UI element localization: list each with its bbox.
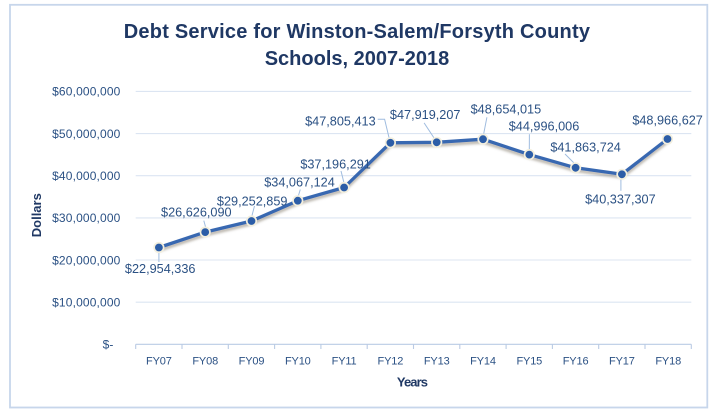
- svg-text:$50,000,000: $50,000,000: [52, 127, 121, 141]
- svg-text:$29,252,859: $29,252,859: [217, 194, 288, 208]
- svg-text:FY13: FY13: [424, 356, 450, 368]
- svg-text:FY10: FY10: [285, 356, 311, 368]
- svg-text:$41,863,724: $41,863,724: [550, 140, 621, 154]
- svg-text:$48,654,015: $48,654,015: [471, 102, 542, 116]
- svg-text:FY11: FY11: [332, 356, 357, 368]
- svg-text:$34,067,124: $34,067,124: [264, 176, 335, 190]
- svg-text:FY14: FY14: [470, 356, 496, 368]
- svg-text:$48,966,627: $48,966,627: [632, 114, 703, 128]
- svg-text:$44,996,006: $44,996,006: [509, 120, 580, 134]
- svg-text:$22,954,336: $22,954,336: [125, 262, 196, 276]
- svg-text:FY16: FY16: [563, 356, 589, 368]
- svg-text:FY18: FY18: [655, 356, 681, 368]
- svg-text:$20,000,000: $20,000,000: [52, 253, 121, 267]
- svg-text:$47,919,207: $47,919,207: [390, 108, 461, 122]
- svg-text:Dollars: Dollars: [29, 193, 44, 237]
- svg-text:FY12: FY12: [378, 356, 404, 368]
- svg-text:$30,000,000: $30,000,000: [52, 211, 121, 225]
- svg-text:FY07: FY07: [146, 356, 172, 368]
- svg-text:Debt Service for Winston-Salem: Debt Service for Winston-Salem/Forsyth C…: [124, 21, 591, 43]
- svg-text:$47,805,413: $47,805,413: [305, 115, 376, 129]
- svg-text:$40,000,000: $40,000,000: [52, 169, 121, 183]
- svg-text:$37,196,291: $37,196,291: [300, 157, 371, 171]
- svg-text:$10,000,000: $10,000,000: [52, 296, 121, 310]
- svg-text:FY15: FY15: [516, 356, 542, 368]
- svg-text:FY08: FY08: [192, 356, 218, 368]
- svg-text:$-: $-: [103, 338, 114, 352]
- svg-text:$26,626,090: $26,626,090: [161, 206, 232, 220]
- svg-text:Years: Years: [397, 374, 428, 389]
- svg-text:FY17: FY17: [609, 356, 635, 368]
- svg-text:FY09: FY09: [239, 356, 265, 368]
- svg-text:$40,337,307: $40,337,307: [585, 192, 656, 206]
- svg-text:$60,000,000: $60,000,000: [52, 85, 121, 99]
- svg-text:Schools, 2007-2018: Schools, 2007-2018: [265, 48, 450, 70]
